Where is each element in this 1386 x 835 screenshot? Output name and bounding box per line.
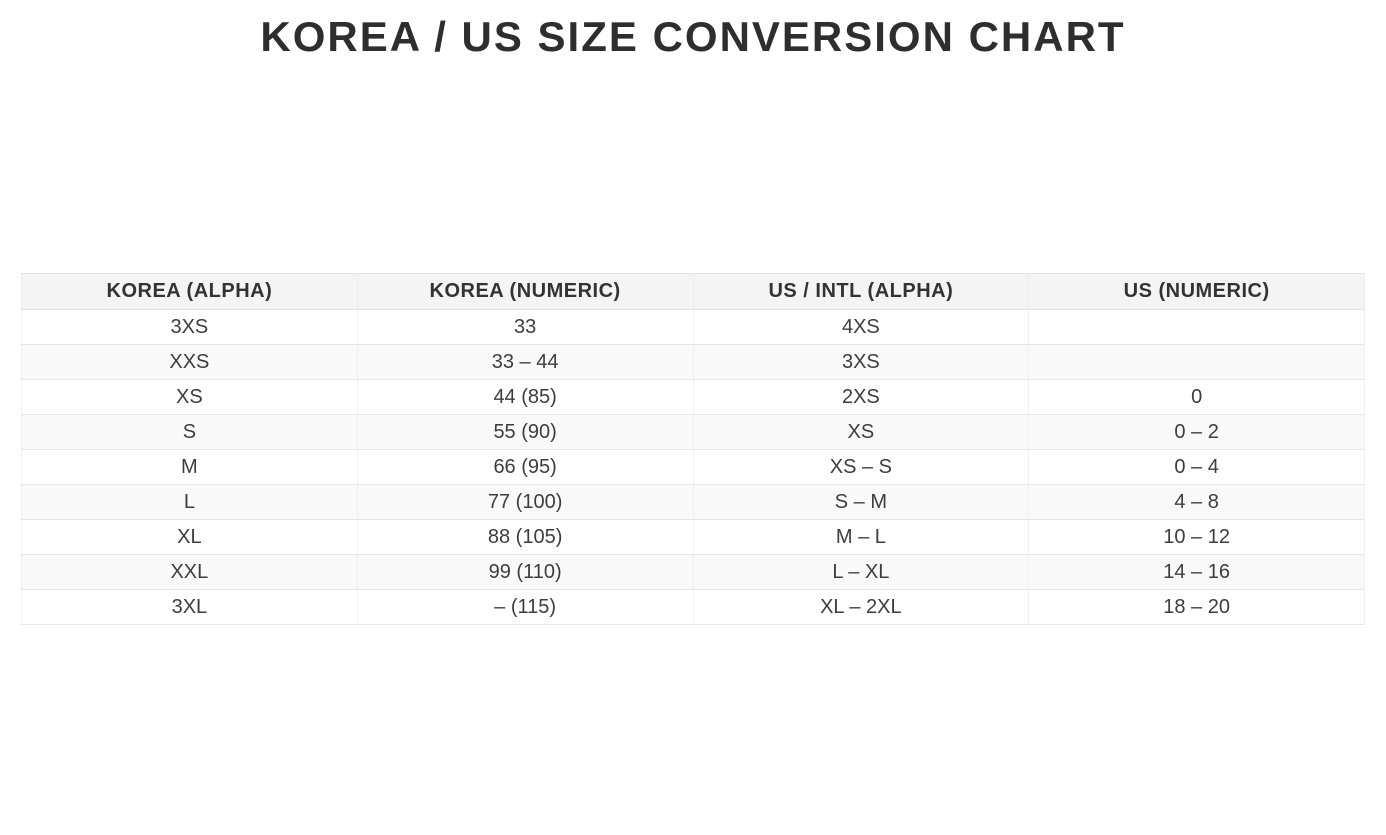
table-cell: XS [692,414,1030,450]
table-cell: XL [21,519,358,555]
table-cell: 77 (100) [356,484,694,520]
table-cell: 2XS [692,379,1030,415]
table-cell: S – M [692,484,1030,520]
table-row: XXS 33 – 44 3XS [21,344,1365,380]
table-cell: M [21,449,358,485]
column-header: KOREA (NUMERIC) [356,273,694,310]
table-cell: L [21,484,358,520]
table-cell: 3XS [21,309,358,345]
table-cell: 14 – 16 [1028,554,1365,590]
table-cell: 4 – 8 [1028,484,1365,520]
table-row: 3XS 33 4XS [21,309,1365,345]
table-cell: 3XL [21,589,358,625]
table-cell: XXL [21,554,358,590]
table-cell: 55 (90) [356,414,694,450]
table-cell: S [21,414,358,450]
header-row: KOREA (ALPHA) KOREA (NUMERIC) US / INTL (A… [21,273,1365,310]
size-conversion-table: KOREA (ALPHA) KOREA (NUMERIC) US / INTL (A… [21,273,1365,625]
size-conversion-table-container: KOREA (ALPHA) KOREA (NUMERIC) US / INTL (A… [21,273,1365,625]
table-cell: M – L [692,519,1030,555]
page-title: KOREA / US SIZE CONVERSION CHART [260,13,1126,60]
table-cell [1028,344,1365,380]
table-cell: 18 – 20 [1028,589,1365,625]
table-body: 3XS 33 4XS XXS 33 – 44 3XS XS 44 (85) 2XS 0 S 55 (9… [21,309,1365,625]
table-cell: XS [21,379,358,415]
table-cell: 0 – 4 [1028,449,1365,485]
table-cell: – (115) [356,589,694,625]
table-row: S 55 (90) XS 0 – 2 [21,414,1365,450]
column-header: KOREA (ALPHA) [21,273,358,310]
table-cell: 33 [356,309,694,345]
table-header: KOREA (ALPHA) KOREA (NUMERIC) US / INTL (A… [21,273,1365,310]
table-cell: 4XS [692,309,1030,345]
table-row: XXL 99 (110) L – XL 14 – 16 [21,554,1365,590]
table-cell: 0 [1028,379,1365,415]
table-cell: 99 (110) [356,554,694,590]
table-cell [1028,309,1365,345]
table-cell: XS – S [692,449,1030,485]
table-cell: XL – 2XL [692,589,1030,625]
table-cell: 66 (95) [356,449,694,485]
table-cell: 88 (105) [356,519,694,555]
table-row: 3XL – (115) XL – 2XL 18 – 20 [21,589,1365,625]
table-cell: L – XL [692,554,1030,590]
table-cell: 3XS [692,344,1030,380]
table-cell: 33 – 44 [356,344,694,380]
table-cell: 0 – 2 [1028,414,1365,450]
column-header: US / INTL (ALPHA) [692,273,1030,310]
table-cell: 44 (85) [356,379,694,415]
table-cell: XXS [21,344,358,380]
column-header: US (NUMERIC) [1028,273,1365,310]
table-cell: 10 – 12 [1028,519,1365,555]
table-row: XS 44 (85) 2XS 0 [21,379,1365,415]
table-row: XL 88 (105) M – L 10 – 12 [21,519,1365,555]
